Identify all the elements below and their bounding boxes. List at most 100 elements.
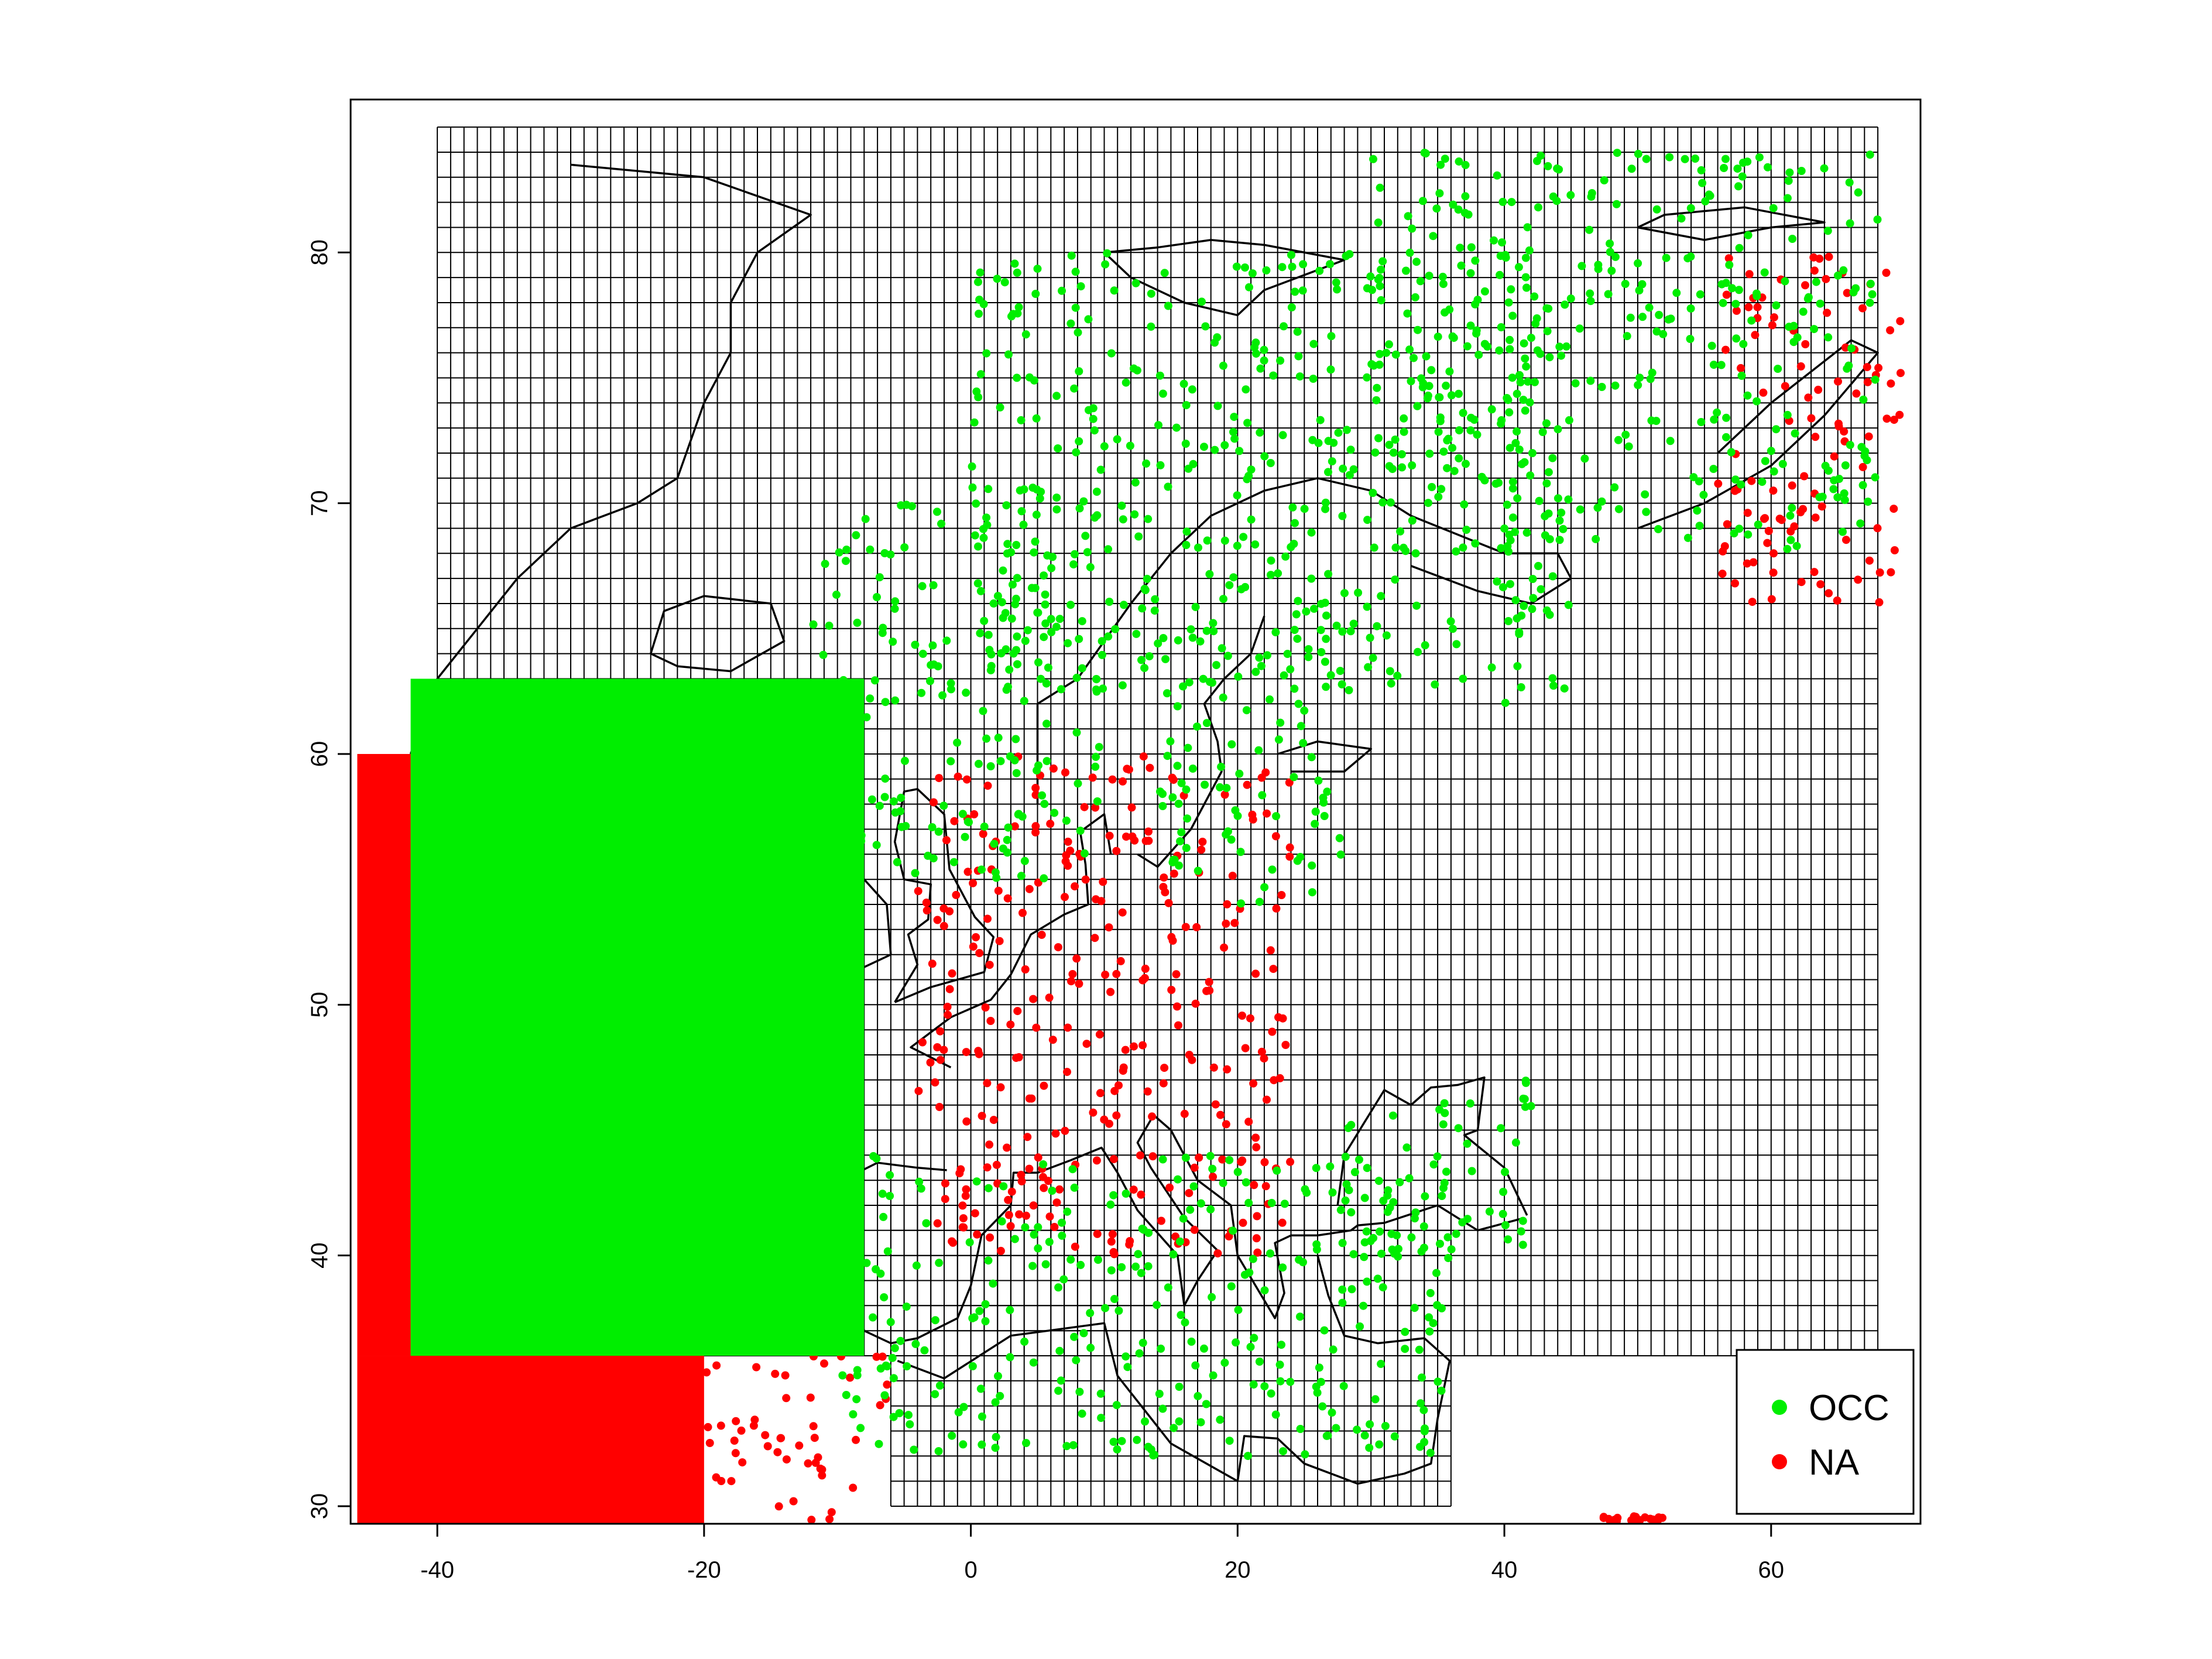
point-na xyxy=(1882,269,1891,277)
point-occ xyxy=(1076,827,1085,835)
point-occ xyxy=(968,1314,977,1322)
point-na xyxy=(1745,270,1754,279)
point-occ xyxy=(1170,855,1179,864)
point-na xyxy=(789,1497,798,1506)
point-occ xyxy=(993,275,1002,283)
point-occ xyxy=(1301,1450,1309,1459)
point-occ xyxy=(976,629,985,637)
point-occ xyxy=(1233,1168,1242,1176)
point-occ xyxy=(1515,629,1524,638)
point-na xyxy=(1895,410,1904,419)
point-occ xyxy=(1205,570,1214,578)
point-occ xyxy=(1154,421,1162,430)
point-occ xyxy=(917,688,926,697)
point-occ xyxy=(833,1290,842,1299)
point-occ xyxy=(1078,617,1086,626)
point-occ xyxy=(1645,303,1654,312)
point-na xyxy=(958,1223,967,1232)
point-occ xyxy=(1524,377,1532,386)
point-occ xyxy=(1054,1386,1063,1395)
point-occ xyxy=(1429,1160,1438,1169)
point-occ xyxy=(1023,626,1032,635)
point-na xyxy=(1075,979,1083,988)
point-occ xyxy=(1373,622,1381,630)
legend-marker-occ xyxy=(1772,1400,1787,1415)
point-occ xyxy=(1432,204,1441,213)
point-occ xyxy=(1408,224,1417,233)
point-na xyxy=(1139,752,1148,761)
point-na xyxy=(1148,1112,1157,1121)
point-occ xyxy=(1411,1208,1420,1217)
point-occ xyxy=(1310,604,1318,613)
point-na xyxy=(1082,1040,1091,1048)
point-occ xyxy=(1158,802,1167,810)
point-occ xyxy=(1114,1307,1123,1315)
point-occ xyxy=(1396,527,1405,536)
point-occ xyxy=(1018,812,1027,821)
point-occ xyxy=(1346,627,1355,636)
point-na xyxy=(1045,1212,1054,1221)
point-occ xyxy=(1677,214,1686,223)
point-occ xyxy=(1237,585,1246,594)
point-occ xyxy=(986,666,995,674)
point-occ xyxy=(901,822,910,831)
point-na xyxy=(1017,1177,1026,1185)
point-occ xyxy=(1731,300,1740,309)
point-occ xyxy=(1219,1178,1227,1187)
point-occ xyxy=(1308,888,1316,897)
point-occ xyxy=(1177,828,1186,837)
point-na xyxy=(1250,1181,1258,1190)
point-occ xyxy=(1799,307,1808,316)
point-occ xyxy=(975,310,983,318)
point-occ xyxy=(996,1391,1004,1400)
point-occ xyxy=(1549,681,1558,690)
point-occ xyxy=(1122,1352,1130,1361)
point-na xyxy=(959,1214,968,1223)
point-occ xyxy=(886,1192,894,1200)
point-occ xyxy=(1131,478,1140,487)
point-occ xyxy=(1140,664,1149,673)
point-occ xyxy=(1236,848,1245,856)
point-occ xyxy=(1083,548,1092,557)
point-occ xyxy=(1792,541,1801,550)
point-na xyxy=(818,1471,827,1480)
point-occ xyxy=(1293,635,1302,643)
point-na xyxy=(930,798,938,807)
point-occ xyxy=(1873,215,1882,224)
point-occ xyxy=(1377,592,1385,601)
point-occ xyxy=(891,597,900,606)
point-occ xyxy=(1435,1105,1444,1114)
point-occ xyxy=(1455,157,1463,166)
point-na xyxy=(1121,1046,1130,1054)
point-occ xyxy=(1001,609,1010,618)
point-occ xyxy=(1250,1334,1258,1342)
point-occ xyxy=(1786,536,1795,544)
point-na xyxy=(1769,313,1778,322)
point-occ xyxy=(1216,783,1224,791)
point-occ xyxy=(1324,468,1332,477)
point-occ xyxy=(1021,1223,1030,1232)
point-occ xyxy=(1498,238,1506,247)
point-occ xyxy=(1614,505,1623,513)
point-na xyxy=(1753,303,1762,311)
point-occ xyxy=(1258,791,1267,800)
point-occ xyxy=(1797,167,1806,175)
point-na xyxy=(1064,837,1072,846)
point-occ xyxy=(1300,505,1309,513)
point-occ xyxy=(1269,371,1278,380)
point-na xyxy=(1112,1111,1121,1120)
point-occ xyxy=(1443,1233,1452,1242)
point-occ xyxy=(1336,850,1345,859)
point-occ xyxy=(1202,1400,1210,1408)
point-occ xyxy=(1219,595,1227,604)
point-occ xyxy=(1283,650,1292,658)
point-occ xyxy=(1209,619,1218,628)
point-na xyxy=(1105,923,1113,932)
point-occ xyxy=(1542,479,1551,488)
point-occ xyxy=(1474,351,1483,359)
point-occ xyxy=(1075,437,1083,445)
point-na xyxy=(994,886,1003,895)
point-na xyxy=(1197,845,1206,854)
point-occ xyxy=(1309,375,1318,383)
point-occ xyxy=(809,620,818,629)
